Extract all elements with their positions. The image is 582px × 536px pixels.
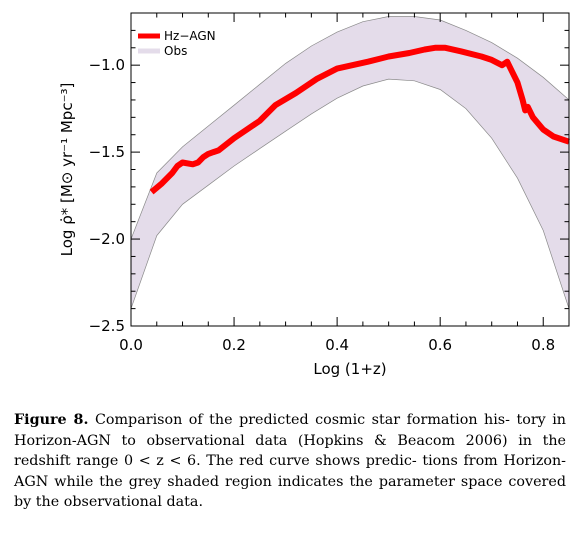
caption-line: the parameter space covered by the obser… bbox=[14, 473, 566, 511]
y-tick-label: −1.5 bbox=[89, 143, 125, 161]
chart: 0.0 0.2 0.4 0.6 0.8 −2.5 −2.0 −1.5 −1.0 Log (1+z… bbox=[58, 12, 570, 378]
y-tick-label: −1.0 bbox=[89, 56, 125, 74]
caption-line: Comparison of the predicted cosmic star … bbox=[94, 412, 510, 428]
caption-line: 2006) in the redshift range 0 < z < 6. T… bbox=[14, 432, 567, 470]
caption-line: tions from Horizon-AGN while the grey sh… bbox=[14, 453, 567, 490]
x-tick-label: 0.6 bbox=[428, 336, 452, 354]
y-axis-label: Log ρ̇* [M⊙ yr⁻¹ Mpc⁻³] bbox=[58, 83, 76, 257]
figure-label: Figure 8. bbox=[14, 412, 89, 428]
model-line-layer bbox=[149, 44, 570, 195]
legend: Hz−AGN Obs bbox=[138, 29, 216, 58]
figure: 0.0 0.2 0.4 0.6 0.8 −2.5 −2.0 −1.5 −1.0 Log (1+z… bbox=[58, 12, 570, 378]
x-tick-label: 0.2 bbox=[222, 336, 246, 354]
legend-label-hz-agn: Hz−AGN bbox=[164, 29, 216, 43]
series-line-hz-agn bbox=[149, 44, 570, 195]
tick-layer: 0.0 0.2 0.4 0.6 0.8 −2.5 −2.0 −1.5 −1.0 bbox=[89, 13, 570, 354]
x-tick-label: 0.0 bbox=[119, 336, 143, 354]
legend-label-obs: Obs bbox=[164, 44, 187, 58]
x-tick-label: 0.8 bbox=[531, 336, 555, 354]
x-tick-label: 0.4 bbox=[325, 336, 349, 354]
x-axis-label: Log (1+z) bbox=[313, 360, 386, 378]
y-tick-label: −2.0 bbox=[89, 230, 125, 248]
figure-caption: Figure 8. Comparison of the predicted co… bbox=[14, 410, 566, 513]
caption-line: tory in Horizon-AGN to observational dat… bbox=[14, 412, 566, 449]
y-tick-label: −2.5 bbox=[89, 317, 125, 335]
